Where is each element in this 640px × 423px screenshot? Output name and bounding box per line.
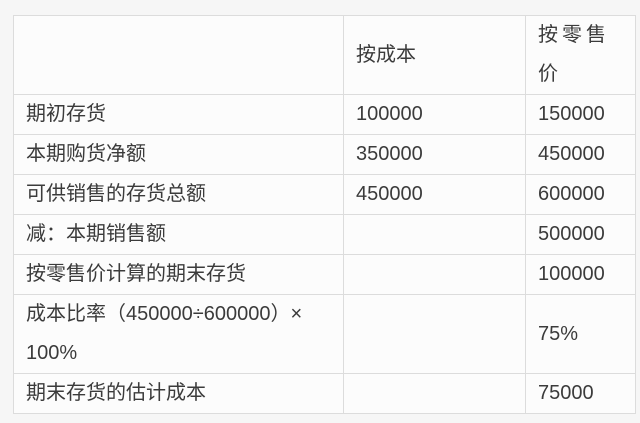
inventory-cost-table: 按成本 按零售价 期初存货 100000 150000 本期购货净额 35000… bbox=[13, 15, 636, 414]
table-row: 可供销售的存货总额 450000 600000 bbox=[13, 174, 636, 215]
row-label-cell: 减：本期销售额 bbox=[13, 214, 344, 255]
row-label-cell: 成本比率（450000÷600000）× 100% bbox=[13, 294, 344, 374]
table-row: 期初存货 100000 150000 bbox=[13, 94, 636, 135]
header-cell-retail: 按零售价 bbox=[525, 15, 636, 95]
table-body: 期初存货 100000 150000 本期购货净额 350000 450000 … bbox=[13, 94, 636, 414]
row-retail-cell: 75000 bbox=[525, 373, 636, 414]
table-row: 按零售价计算的期末存货 100000 bbox=[13, 254, 636, 295]
row-cost-cell bbox=[343, 214, 526, 255]
row-retail-cell: 600000 bbox=[525, 174, 636, 215]
table-row: 成本比率（450000÷600000）× 100% 75% bbox=[13, 294, 636, 374]
row-cost-cell bbox=[343, 373, 526, 414]
row-label-cell: 可供销售的存货总额 bbox=[13, 174, 344, 215]
header-row: 按成本 按零售价 bbox=[13, 15, 636, 95]
row-label-cell: 期初存货 bbox=[13, 94, 344, 135]
row-retail-cell: 500000 bbox=[525, 214, 636, 255]
header-cell-cost: 按成本 bbox=[343, 15, 526, 95]
row-label-cell: 按零售价计算的期末存货 bbox=[13, 254, 344, 295]
row-cost-cell: 100000 bbox=[343, 94, 526, 135]
header-cell-label bbox=[13, 15, 344, 95]
row-retail-cell: 75% bbox=[525, 294, 636, 374]
row-cost-cell bbox=[343, 294, 526, 374]
table-row: 减：本期销售额 500000 bbox=[13, 214, 636, 255]
table-row: 本期购货净额 350000 450000 bbox=[13, 134, 636, 175]
table-row: 期末存货的估计成本 75000 bbox=[13, 373, 636, 414]
table-header: 按成本 按零售价 bbox=[13, 15, 636, 95]
row-retail-cell: 150000 bbox=[525, 94, 636, 135]
row-cost-cell: 450000 bbox=[343, 174, 526, 215]
row-cost-cell bbox=[343, 254, 526, 295]
row-label-cell: 本期购货净额 bbox=[13, 134, 344, 175]
row-retail-cell: 100000 bbox=[525, 254, 636, 295]
row-label-cell: 期末存货的估计成本 bbox=[13, 373, 344, 414]
row-cost-cell: 350000 bbox=[343, 134, 526, 175]
row-retail-cell: 450000 bbox=[525, 134, 636, 175]
